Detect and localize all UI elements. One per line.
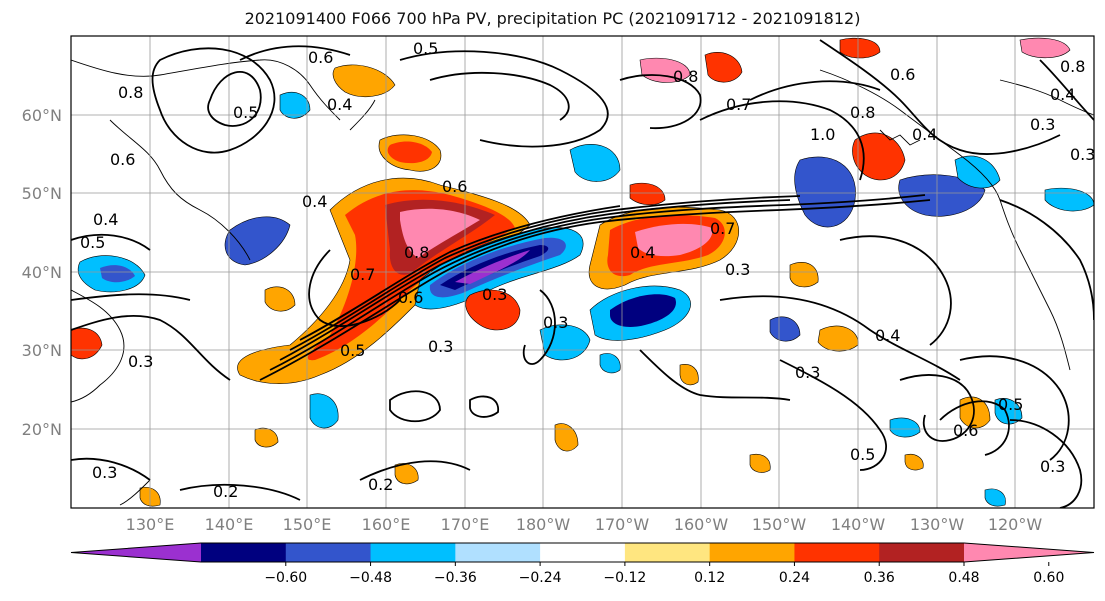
colorbar-swatch — [285, 543, 372, 562]
contour-label: 0.5 — [998, 395, 1023, 414]
colorbar-tick-label: −0.36 — [434, 570, 477, 586]
contour-label: 0.2 — [213, 482, 238, 501]
colorbar-swatch — [624, 543, 711, 562]
lon-label: 150°W — [752, 515, 807, 534]
contour-label: 0.8 — [118, 83, 143, 102]
map-frame — [70, 35, 1095, 509]
contour-label: 0.6 — [442, 177, 467, 196]
contour-label: 0.7 — [726, 95, 751, 114]
contour-label: 0.5 — [80, 233, 105, 252]
contour-label: 0.3 — [482, 285, 507, 304]
contour-label: 0.6 — [398, 288, 423, 307]
colorbar-extend-max — [964, 543, 1094, 562]
latitude-labels: 60°N 50°N 40°N 30°N 20°N — [22, 106, 62, 439]
colorbar-swatch — [540, 543, 626, 562]
contour-label: 0.3 — [428, 337, 453, 356]
colorbar: −0.60 −0.48 −0.36 −0.24 −0.12 0.12 0.24 0.36 0.4… — [70, 542, 1095, 586]
contour-label: 0.3 — [1040, 457, 1065, 476]
contour-label: 0.6 — [308, 48, 333, 67]
contour-label: 0.8 — [673, 67, 698, 86]
lat-label: 20°N — [22, 420, 62, 439]
lat-label: 60°N — [22, 106, 62, 125]
contour-label: 0.5 — [850, 445, 875, 464]
colorbar-tick-label: 0.12 — [694, 570, 725, 586]
contour-label: 0.7 — [710, 219, 735, 238]
lon-label: 170°W — [595, 515, 650, 534]
contour-label: 0.5 — [413, 39, 438, 58]
contour-label: 0.7 — [350, 265, 375, 284]
lon-label: 130°W — [910, 515, 965, 534]
contour-labels: 0.6 0.5 0.8 0.4 0.5 0.8 0.6 0.7 1.0 0.4 … — [80, 39, 1095, 501]
pv-contours — [71, 39, 1094, 508]
colorbar-tick-label: −0.24 — [519, 570, 562, 586]
lon-label: 160°W — [674, 515, 729, 534]
contour-label: 0.4 — [875, 326, 900, 345]
contour-label: 0.4 — [93, 210, 118, 229]
contour-label: 0.4 — [327, 95, 352, 114]
contour-label: 0.4 — [630, 243, 655, 262]
precip-shading — [71, 37, 1094, 507]
colorbar-tick-label: −0.12 — [603, 570, 646, 586]
colorbar-tick-label: 0.60 — [1033, 570, 1064, 586]
contour-label: 0.3 — [92, 463, 117, 482]
colorbar-swatch — [370, 543, 456, 562]
colorbar-tick-label: 0.24 — [779, 570, 810, 586]
contour-label: 0.5 — [340, 341, 365, 360]
map-panel: 0.6 0.5 0.8 0.4 0.5 0.8 0.6 0.7 1.0 0.4 … — [71, 36, 1095, 508]
lon-label: 130°E — [126, 515, 175, 534]
map-title: 2021091400 F066 700 hPa PV, precipitatio… — [244, 9, 861, 28]
contour-label: 0.3 — [1030, 115, 1055, 134]
lon-label: 170°E — [441, 515, 490, 534]
colorbar-swatch — [455, 543, 541, 562]
lon-label: 160°E — [362, 515, 411, 534]
colorbar-tick-label: −0.60 — [264, 570, 307, 586]
longitude-labels: 130°E 140°E 150°E 160°E 170°E 180°W 170°… — [126, 515, 1043, 534]
lat-label: 30°N — [22, 341, 62, 360]
contour-label: 0.8 — [1060, 57, 1085, 76]
lat-label: 50°N — [22, 184, 62, 203]
contour-label: 0.8 — [850, 103, 875, 122]
colorbar-swatch — [794, 543, 880, 562]
contour-label: 0.3 — [725, 260, 750, 279]
graticule — [71, 36, 1094, 508]
colorbar-outline — [70, 542, 1095, 563]
colorbar-swatch — [879, 543, 965, 562]
contour-label: 0.3 — [128, 352, 153, 371]
contour-label: 1.0 — [810, 125, 835, 144]
contour-label: 0.4 — [912, 125, 937, 144]
coastlines — [71, 59, 1094, 506]
contour-label: 0.3 — [1070, 145, 1095, 164]
colorbar-tick-label: 0.36 — [864, 570, 895, 586]
colorbar-tick-label: −0.48 — [349, 570, 392, 586]
lon-label: 150°E — [283, 515, 332, 534]
contour-label: 0.6 — [890, 65, 915, 84]
contour-label: 0.5 — [233, 103, 258, 122]
contour-label: 0.3 — [795, 363, 820, 382]
contour-label: 0.4 — [302, 192, 327, 211]
lat-label: 40°N — [22, 263, 62, 282]
colorbar-swatch — [709, 543, 795, 562]
colorbar-extend-min — [71, 543, 201, 562]
contour-label: 0.8 — [404, 243, 429, 262]
lon-label: 180°W — [516, 515, 571, 534]
contour-label: 0.4 — [1050, 85, 1075, 104]
contour-label: 0.6 — [953, 421, 978, 440]
contour-label: 0.6 — [110, 150, 135, 169]
lon-label: 140°W — [831, 515, 886, 534]
contour-label: 0.2 — [368, 475, 393, 494]
lon-label: 120°W — [988, 515, 1043, 534]
contour-label: 0.3 — [543, 313, 568, 332]
colorbar-swatch — [201, 543, 287, 562]
colorbar-tick-label: 0.48 — [948, 570, 979, 586]
lon-label: 140°E — [205, 515, 254, 534]
